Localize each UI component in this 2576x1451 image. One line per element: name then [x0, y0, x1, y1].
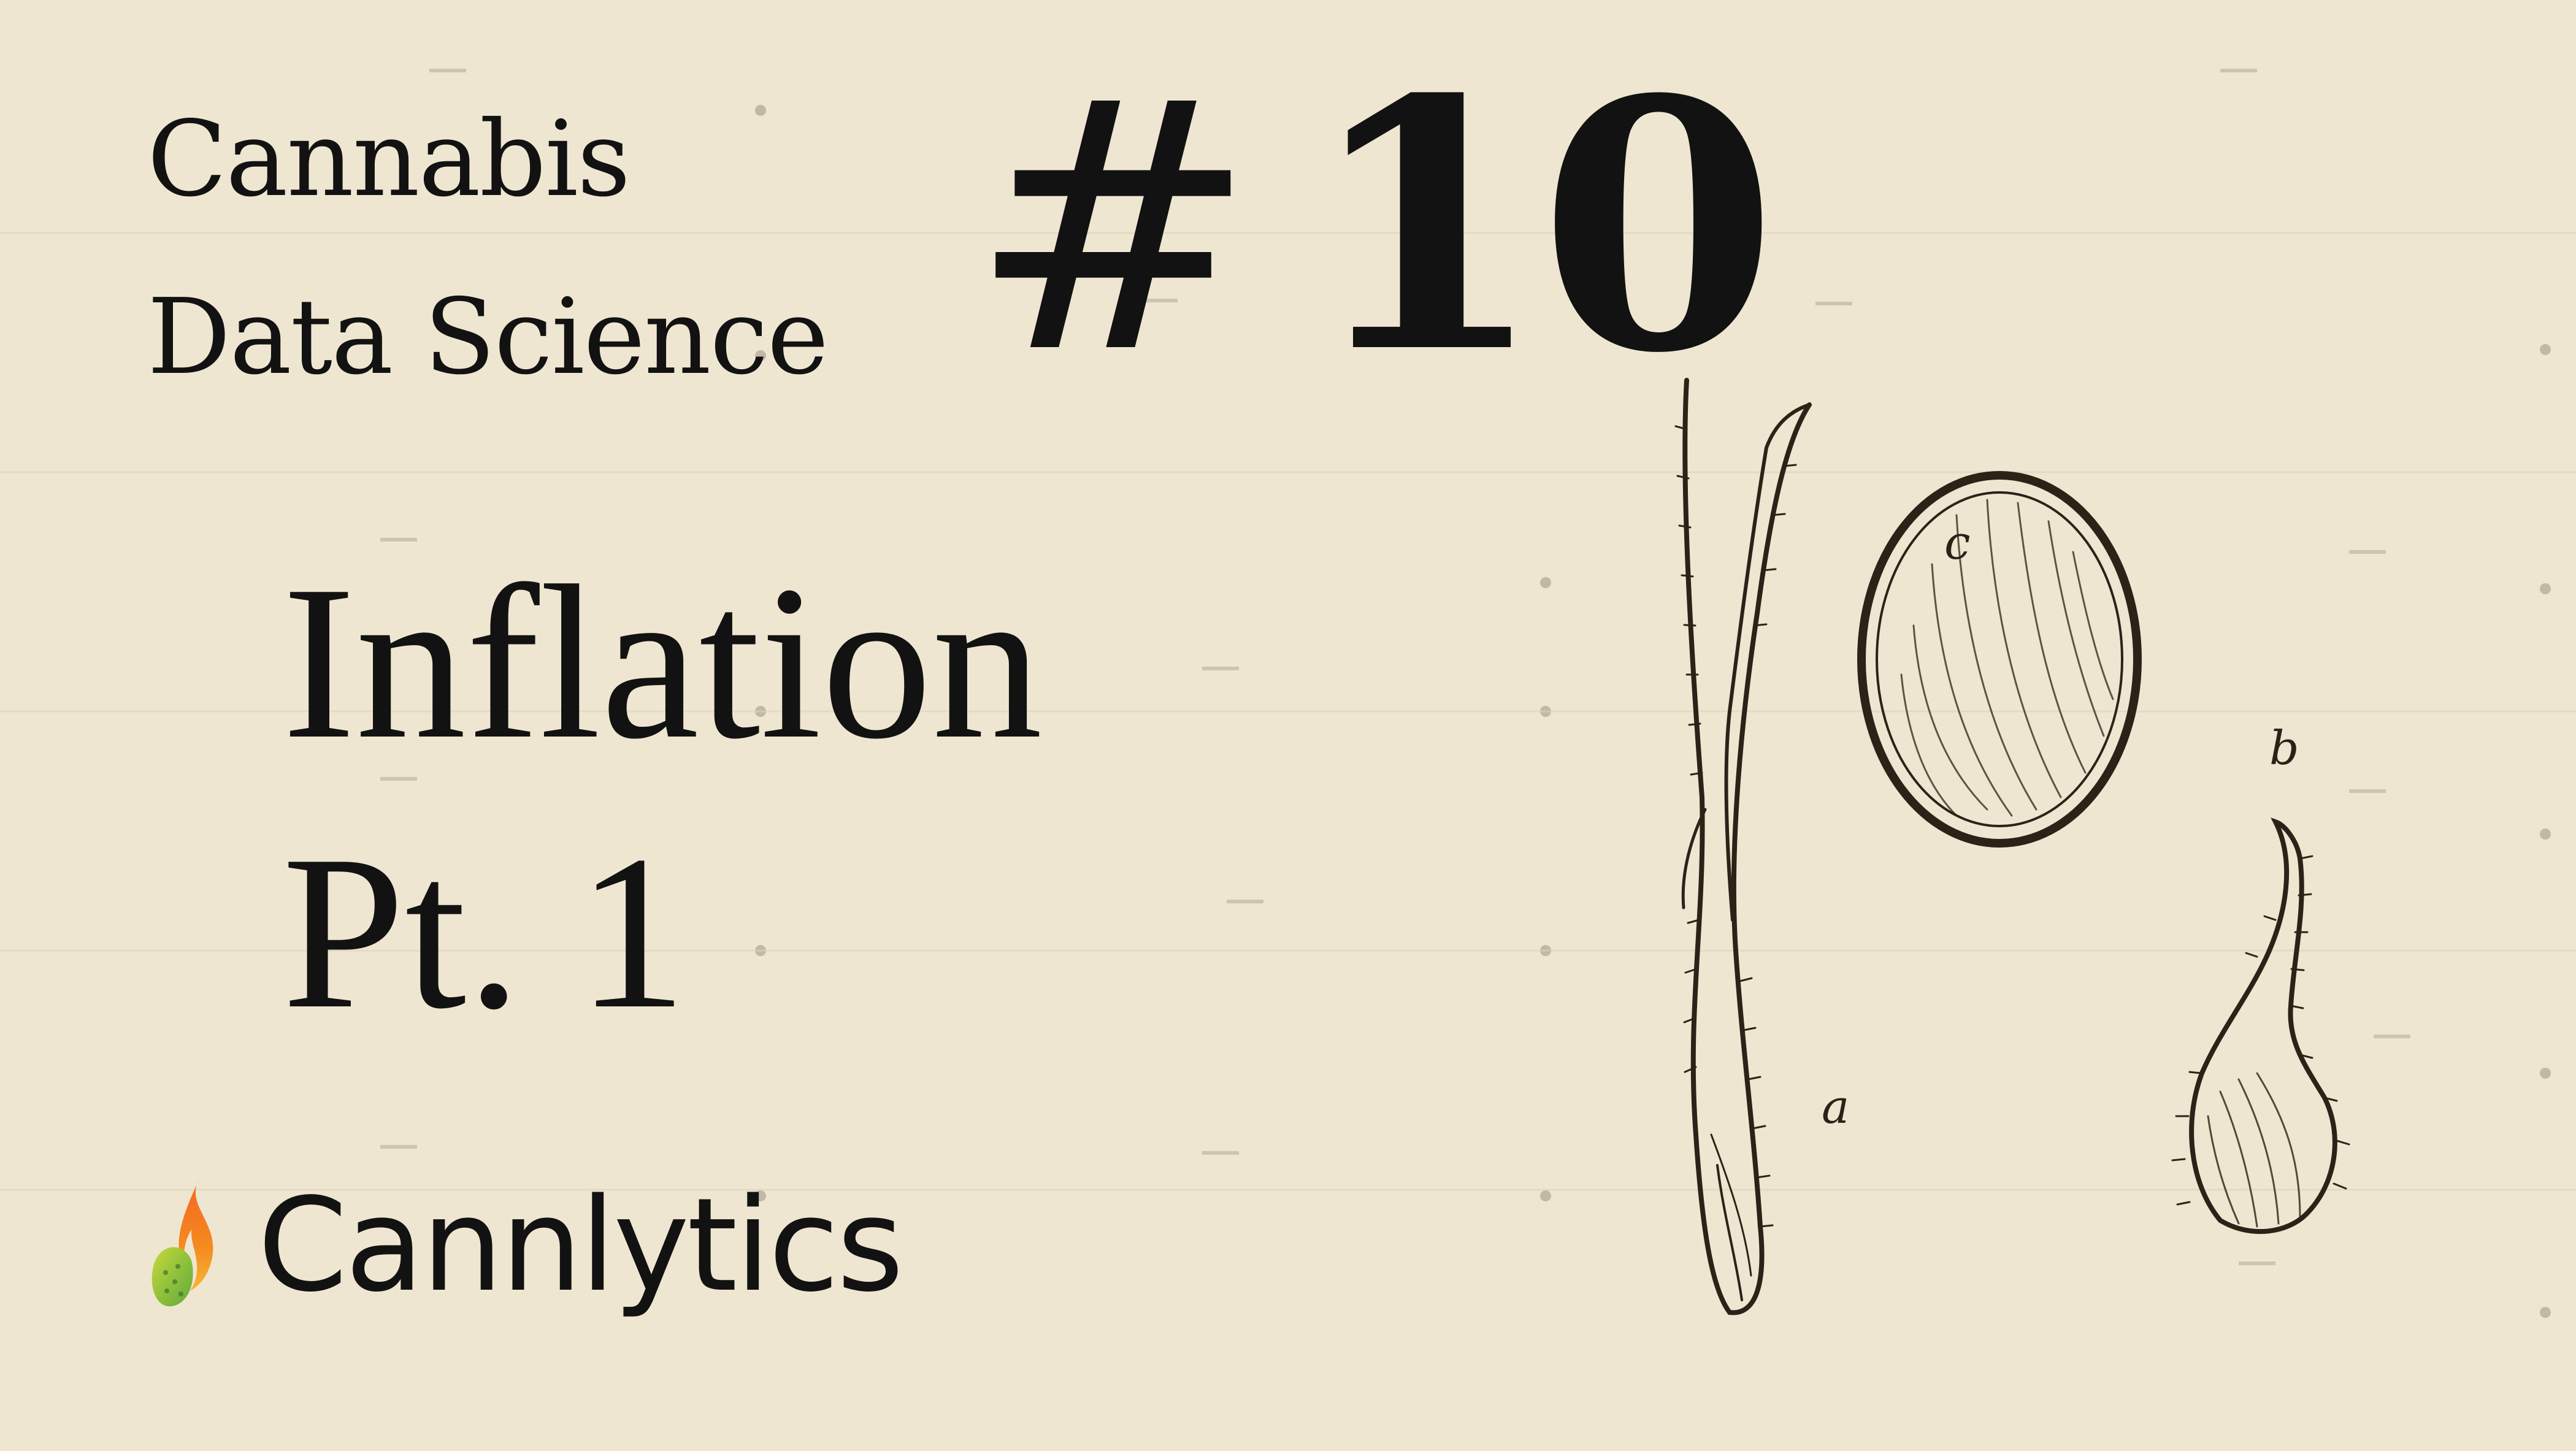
figure-label-a: a	[1822, 1079, 1850, 1134]
hash-symbol: #	[969, 29, 1257, 429]
figure-label-c: c	[1944, 515, 1971, 570]
series-title: Cannabis Data Science	[147, 71, 829, 426]
series-title-line-2: Data Science	[147, 277, 829, 398]
figure-label-b: b	[2269, 721, 2299, 775]
brand-logo-lockup: Cannlytics	[147, 1170, 904, 1320]
series-title-line-1: Cannabis	[147, 99, 631, 220]
topic-title: Inflation Pt. 1	[282, 527, 1043, 1067]
topic-title-line-1: Inflation	[282, 540, 1043, 784]
seed-drawing-icon	[1674, 378, 2350, 1315]
flame-leaf-logo-icon	[151, 1179, 213, 1307]
topic-title-line-2: Pt. 1	[282, 810, 688, 1054]
episode-number-value: 10	[1306, 25, 1777, 429]
episode-number: #10	[969, 43, 1778, 413]
brand-name: Cannlytics	[258, 1170, 904, 1320]
botanical-seed-illustration: a b c	[1668, 368, 2380, 1325]
